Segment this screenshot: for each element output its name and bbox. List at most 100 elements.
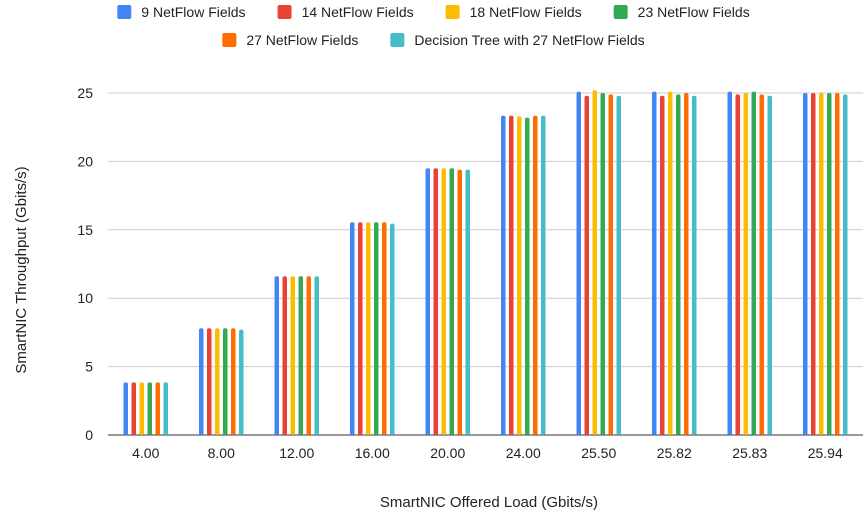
y-tick-label-20: 20 [77,153,93,169]
bar-27-netflow-fields-8.00 [231,328,236,435]
bar-23-netflow-fields-25.94 [827,93,832,435]
bar-decision-tree-with-27-netflow-fields-4.00 [163,382,168,435]
legend-label-9-netflow-fields: 9 NetFlow Fields [141,4,245,20]
bar-23-netflow-fields-4.00 [147,382,152,435]
bar-9-netflow-fields-20.00 [425,168,430,436]
legend-label-decision-tree-with-27-netflow-fields: Decision Tree with 27 NetFlow Fields [414,32,644,48]
bar-14-netflow-fields-25.50 [584,95,589,436]
y-tick-label-0: 0 [85,427,93,443]
x-tick-label-25.83: 25.83 [732,445,767,461]
bar-decision-tree-with-27-netflow-fields-25.82 [692,95,697,436]
legend-label-27-netflow-fields: 27 NetFlow Fields [246,32,358,48]
bar-9-netflow-fields-24.00 [501,115,506,436]
bar-27-netflow-fields-24.00 [533,115,538,436]
bar-14-netflow-fields-12.00 [282,276,287,435]
x-tick-label-20.00: 20.00 [430,445,465,461]
bar-23-netflow-fields-25.83 [751,91,756,435]
bar-27-netflow-fields-25.94 [835,93,840,435]
legend-item-18-netflow-fields: 18 NetFlow Fields [445,4,582,20]
bar-14-netflow-fields-25.83 [735,94,740,436]
bar-14-netflow-fields-4.00 [131,382,136,435]
bar-27-netflow-fields-16.00 [382,222,387,435]
bar-18-netflow-fields-25.94 [819,93,824,435]
bar-decision-tree-with-27-netflow-fields-24.00 [541,115,546,436]
x-axis-label: SmartNIC Offered Load (Gbits/s) [380,494,598,511]
bar-14-netflow-fields-24.00 [509,115,514,436]
bar-23-netflow-fields-25.50 [600,93,605,435]
y-tick-label-5: 5 [85,359,93,375]
bar-18-netflow-fields-20.00 [441,168,446,436]
x-tick-label-16.00: 16.00 [355,445,390,461]
bar-14-netflow-fields-16.00 [358,222,363,435]
x-tick-label-4.00: 4.00 [132,445,159,461]
y-tick-label-15: 15 [77,222,93,238]
bar-14-netflow-fields-25.82 [660,95,665,436]
bar-9-netflow-fields-8.00 [199,328,204,435]
bar-18-netflow-fields-4.00 [139,382,144,435]
bar-27-netflow-fields-4.00 [155,382,160,435]
legend-item-27-netflow-fields: 27 NetFlow Fields [222,32,358,48]
bar-23-netflow-fields-20.00 [449,168,454,436]
bar-decision-tree-with-27-netflow-fields-25.83 [767,95,772,436]
bar-27-netflow-fields-20.00 [457,169,462,435]
legend: 9 NetFlow Fields 14 NetFlow Fields 18 NetF… [117,4,750,48]
legend-swatch-9-netflow-fields [117,5,132,19]
bar-18-netflow-fields-24.00 [517,116,522,436]
legend-label-23-netflow-fields: 23 NetFlow Fields [638,4,750,20]
legend-label-14-netflow-fields: 14 NetFlow Fields [302,4,414,20]
bar-decision-tree-with-27-netflow-fields-25.94 [843,94,848,436]
bar-decision-tree-with-27-netflow-fields-25.50 [616,95,621,436]
legend-swatch-decision-tree-with-27-netflow-fields [390,33,405,47]
y-tick-label-25: 25 [77,85,93,101]
bar-decision-tree-with-27-netflow-fields-16.00 [390,223,395,435]
bar-9-netflow-fields-25.83 [727,91,732,435]
legend-label-18-netflow-fields: 18 NetFlow Fields [470,4,582,20]
bar-27-netflow-fields-25.50 [608,94,613,436]
legend-swatch-14-netflow-fields [277,5,292,19]
bar-18-netflow-fields-16.00 [366,222,371,435]
x-tick-label-8.00: 8.00 [208,445,235,461]
bar-23-netflow-fields-16.00 [374,222,379,435]
bar-27-netflow-fields-12.00 [306,276,311,435]
bar-9-netflow-fields-25.50 [576,91,581,435]
bar-18-netflow-fields-25.50 [592,90,597,435]
bar-9-netflow-fields-25.82 [652,91,657,435]
bar-27-netflow-fields-25.82 [684,93,689,435]
bar-23-netflow-fields-12.00 [298,276,303,435]
bar-9-netflow-fields-12.00 [274,276,279,435]
bar-18-netflow-fields-25.83 [743,93,748,435]
legend-item-9-netflow-fields: 9 NetFlow Fields [117,4,246,20]
legend-item-decision-tree-with-27-netflow-fields: Decision Tree with 27 NetFlow Fields [390,32,645,48]
y-axis-label: SmartNIC Throughput (Gbits/s) [13,166,30,373]
x-tick-label-25.82: 25.82 [657,445,692,461]
y-tick-label-10: 10 [77,290,93,306]
x-tick-label-12.00: 12.00 [279,445,314,461]
bar-18-netflow-fields-12.00 [290,276,295,435]
bar-9-netflow-fields-16.00 [350,222,355,435]
bar-9-netflow-fields-4.00 [123,382,128,435]
bar-18-netflow-fields-25.82 [668,91,673,435]
bar-decision-tree-with-27-netflow-fields-12.00 [314,276,319,435]
bar-23-netflow-fields-8.00 [223,328,228,435]
bar-decision-tree-with-27-netflow-fields-8.00 [239,329,244,435]
bar-27-netflow-fields-25.83 [759,94,764,436]
bar-23-netflow-fields-25.82 [676,94,681,436]
bar-decision-tree-with-27-netflow-fields-20.00 [465,169,470,435]
legend-item-14-netflow-fields: 14 NetFlow Fields [277,4,414,20]
bar-18-netflow-fields-8.00 [215,328,220,435]
bars [123,90,848,436]
bar-14-netflow-fields-25.94 [811,93,816,435]
legend-item-23-netflow-fields: 23 NetFlow Fields [613,4,750,20]
x-tick-label-24.00: 24.00 [506,445,541,461]
y-axis-ticks: 0 5 10 15 20 25 [77,85,93,443]
x-tick-label-25.50: 25.50 [581,445,616,461]
bar-23-netflow-fields-24.00 [525,117,530,436]
gridlines [108,92,863,436]
bar-9-netflow-fields-25.94 [803,93,808,435]
legend-swatch-23-netflow-fields [613,5,628,19]
legend-swatch-27-netflow-fields [222,33,237,47]
bar-14-netflow-fields-8.00 [207,328,212,435]
x-axis-ticks: 4.00 8.00 12.00 16.00 20.00 24.00 25.50 25.82 25… [132,445,843,461]
